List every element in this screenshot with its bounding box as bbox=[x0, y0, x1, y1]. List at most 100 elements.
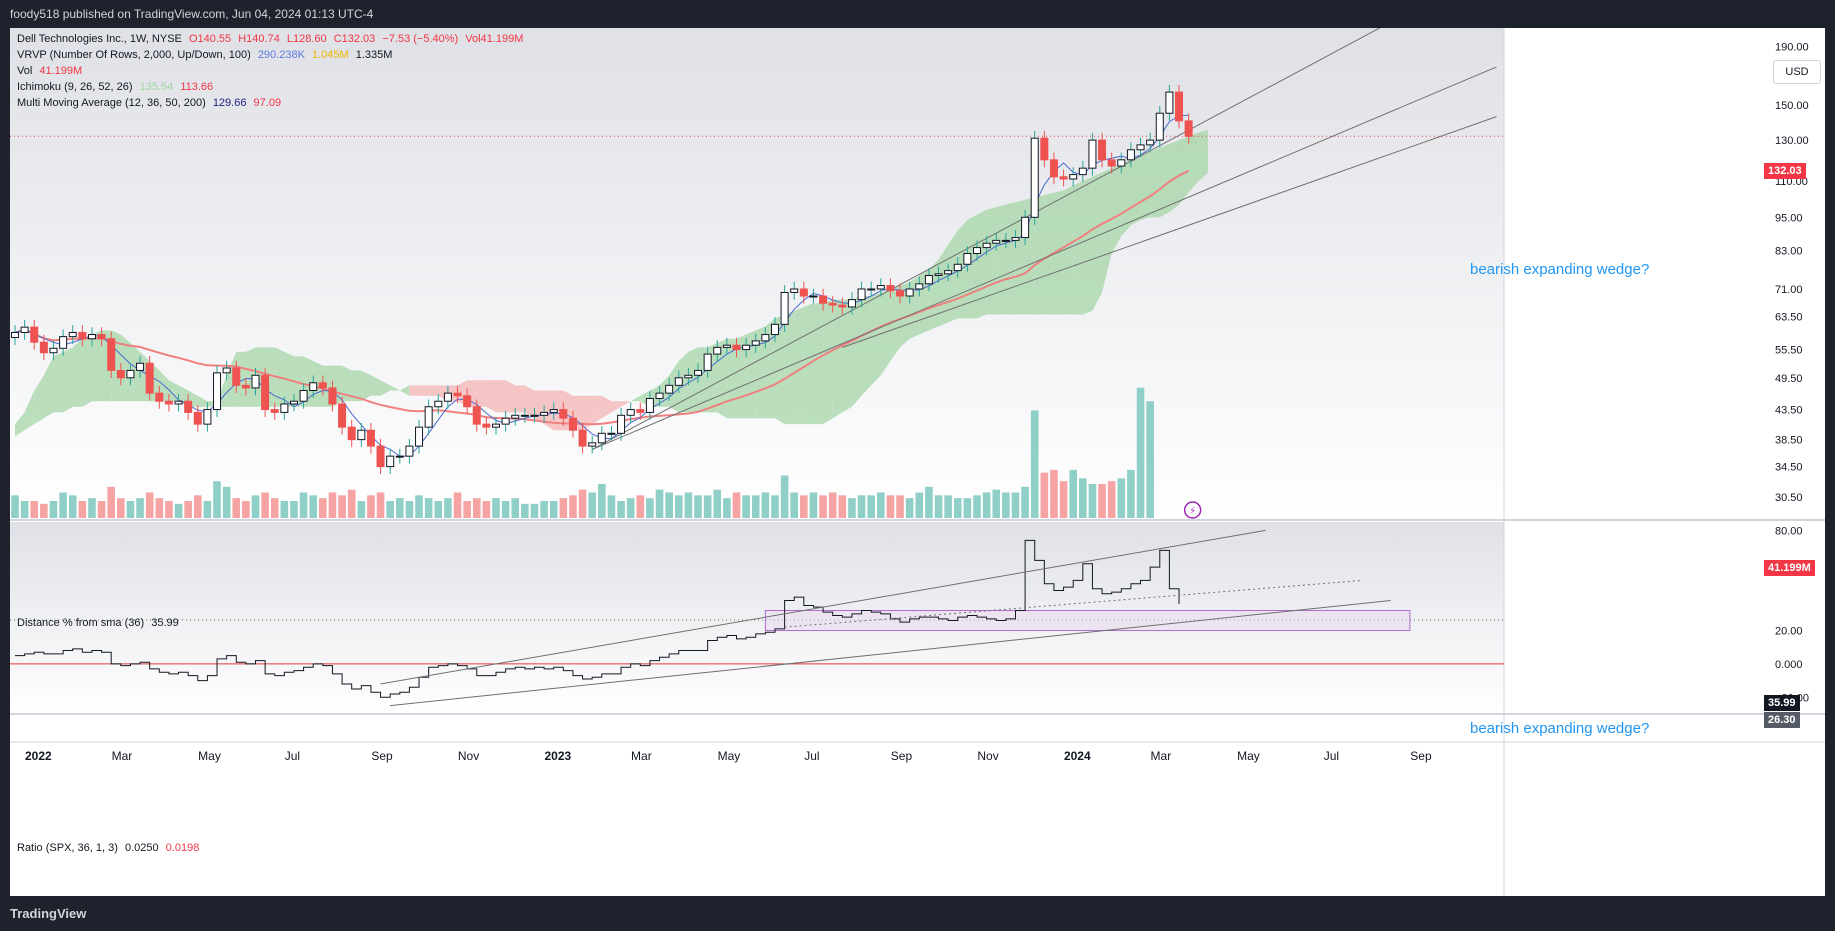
time-axis-label: Jul bbox=[804, 749, 819, 763]
candle-body bbox=[674, 377, 683, 386]
candle-body bbox=[847, 299, 856, 308]
volume-bar bbox=[646, 498, 654, 518]
time-axis-label: Mar bbox=[631, 749, 652, 763]
volume-bar bbox=[232, 498, 241, 518]
volume-bar bbox=[444, 498, 452, 518]
legend-vol-row[interactable]: Vol 41.199M bbox=[17, 65, 86, 77]
legend-ratio-v1: 0.0250 bbox=[124, 842, 159, 854]
candle-body bbox=[1098, 139, 1107, 161]
ichimoku-cloud-segment bbox=[592, 395, 602, 425]
ichimoku-cloud-segment bbox=[197, 395, 208, 407]
volume-bar bbox=[97, 501, 106, 518]
legend-ichimoku-row[interactable]: Ichimoku (9, 26, 52, 26) 135.54 113.66 bbox=[17, 81, 217, 93]
ichimoku-cloud-segment bbox=[601, 395, 612, 419]
volume-bar bbox=[569, 495, 577, 518]
ichimoku-cloud-segment bbox=[1179, 136, 1189, 205]
candle-body bbox=[645, 398, 654, 413]
candle-body bbox=[559, 409, 568, 419]
chart-frame[interactable]: 30.50 34.50 38.50 43.50 49.50 55.50 63.50 71.00… bbox=[10, 28, 1825, 896]
ichimoku-cloud-segment bbox=[1073, 181, 1083, 315]
candle-body bbox=[87, 334, 96, 340]
volume-bar bbox=[107, 486, 115, 518]
price-axis-tick: 130.00 bbox=[1775, 135, 1809, 147]
ichimoku-cloud-segment bbox=[43, 356, 54, 419]
ichimoku-cloud-segment bbox=[82, 334, 92, 407]
ichimoku-cloud-segment bbox=[1188, 132, 1199, 193]
volume-bar bbox=[934, 495, 943, 518]
candle-body bbox=[366, 429, 375, 447]
legend-vrvp-down: 1.045M bbox=[311, 49, 349, 61]
chart-canvas[interactable]: 30.50 34.50 38.50 43.50 49.50 55.50 63.50 71.00… bbox=[10, 28, 1825, 896]
candle-body bbox=[1107, 159, 1116, 167]
candle-body bbox=[1040, 137, 1049, 161]
candle-body bbox=[761, 334, 770, 342]
volume-bar bbox=[1088, 484, 1097, 518]
ichimoku-cloud-segment bbox=[236, 351, 246, 407]
volume-bar bbox=[809, 492, 818, 518]
volume-bar bbox=[588, 492, 596, 518]
ichimoku-cloud-segment bbox=[91, 330, 102, 402]
volume-bar bbox=[751, 495, 760, 518]
ichimoku-cloud-segment bbox=[1159, 143, 1170, 218]
volume-bar bbox=[386, 501, 394, 518]
candle-body bbox=[540, 411, 549, 416]
candle-body bbox=[136, 362, 145, 371]
volume-bar bbox=[780, 475, 789, 518]
candle-body bbox=[992, 239, 1001, 244]
legend-change: −7.53 (−5.40%) bbox=[382, 33, 459, 45]
volume-bar bbox=[290, 501, 298, 518]
time-axis-label: Jul bbox=[1324, 749, 1339, 763]
volume-bar bbox=[88, 498, 96, 518]
ichimoku-cloud-segment bbox=[1044, 192, 1054, 315]
legend-ratio-row[interactable]: Ratio (SPX, 36, 1, 3) 0.0250 0.0198 bbox=[17, 842, 203, 854]
ichimoku-cloud-segment bbox=[361, 370, 371, 402]
volume-bar bbox=[405, 501, 414, 518]
wedge-annotation-main[interactable]: bearish expanding wedge? bbox=[1470, 261, 1650, 278]
ichimoku-cloud-segment bbox=[1130, 155, 1141, 226]
ichimoku-cloud-segment bbox=[120, 334, 131, 402]
ichimoku-cloud-segment bbox=[534, 390, 545, 425]
ichimoku-cloud-segment bbox=[351, 370, 362, 402]
time-axis-label: Sep bbox=[1410, 749, 1432, 763]
currency-button[interactable]: USD bbox=[1773, 60, 1821, 84]
volume-bar bbox=[684, 492, 693, 518]
ichimoku-cloud-segment bbox=[476, 380, 487, 407]
ichimoku-cloud-segment bbox=[1063, 185, 1074, 315]
volume-bar bbox=[193, 495, 202, 518]
legend-mma-row[interactable]: Multi Moving Average (12, 36, 50, 200) 1… bbox=[17, 97, 285, 109]
candle-body bbox=[376, 445, 385, 468]
candle-body bbox=[107, 338, 116, 371]
candle-body bbox=[289, 400, 298, 405]
candle-body bbox=[241, 384, 250, 389]
price-axis-tick: 95.00 bbox=[1775, 212, 1803, 224]
ichimoku-cloud-segment bbox=[928, 259, 939, 331]
ichimoku-cloud-segment bbox=[1169, 140, 1180, 213]
candle-body bbox=[97, 334, 106, 340]
volume-bar bbox=[222, 486, 231, 518]
candle-body bbox=[11, 331, 19, 338]
candle-body bbox=[1088, 139, 1097, 169]
dist-level-tag: 26.30 bbox=[1764, 712, 1800, 728]
volume-bar bbox=[242, 501, 250, 518]
volume-bar bbox=[501, 501, 510, 518]
volume-bar bbox=[1079, 478, 1087, 518]
legend-volume: Vol41.199M bbox=[465, 33, 524, 45]
time-axis-label: 2022 bbox=[25, 749, 52, 763]
legend-vrvp-row[interactable]: VRVP (Number Of Rows, 2,000, Up/Down, 10… bbox=[17, 49, 396, 61]
volume-bar bbox=[49, 501, 58, 518]
candle-body bbox=[934, 273, 943, 276]
candle-body bbox=[857, 288, 866, 301]
time-axis-label: May bbox=[718, 749, 741, 763]
candle-body bbox=[126, 369, 135, 379]
candle-body bbox=[799, 288, 808, 297]
candle-body bbox=[222, 367, 231, 374]
candle-body bbox=[405, 445, 414, 457]
ichimoku-cloud-segment bbox=[505, 380, 516, 413]
volume-bar bbox=[126, 501, 135, 518]
legend-dist-row[interactable]: Distance % from sma (36) 35.99 bbox=[17, 617, 183, 629]
ichimoku-cloud-segment bbox=[1150, 147, 1160, 218]
candle-body bbox=[1155, 112, 1164, 141]
legend-open: O140.55 bbox=[188, 33, 232, 45]
candle-body bbox=[386, 455, 395, 468]
wedge-annotation-osc[interactable]: bearish expanding wedge? bbox=[1470, 720, 1650, 737]
